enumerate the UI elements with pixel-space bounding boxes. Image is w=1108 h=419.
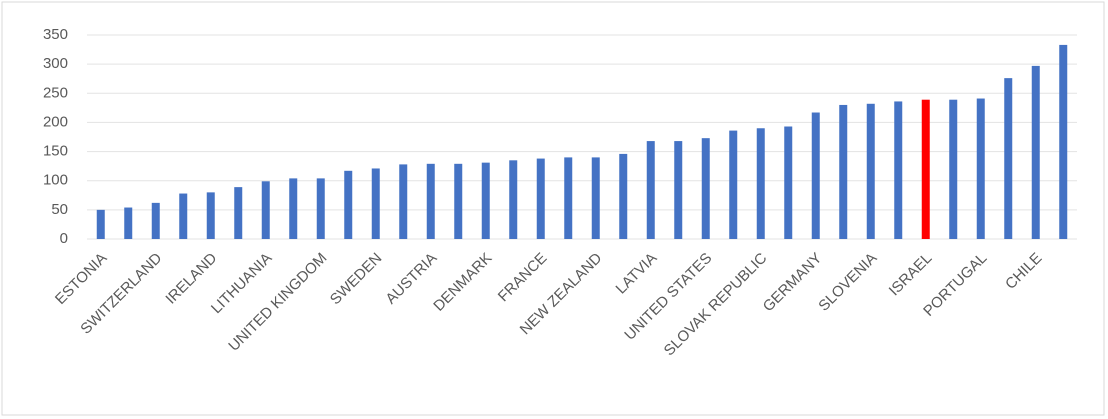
- bar: [784, 126, 793, 239]
- bar: [701, 138, 710, 239]
- bar: [811, 112, 820, 239]
- y-tick-label: 350: [43, 26, 68, 43]
- bar: [481, 162, 490, 239]
- bar: [399, 164, 408, 239]
- y-tick-label: 150: [43, 143, 68, 160]
- bar: [344, 170, 353, 239]
- y-tick-label: 50: [51, 201, 68, 218]
- bar: [234, 187, 243, 239]
- bar: [371, 168, 380, 239]
- bar: [619, 153, 628, 239]
- bar: [124, 207, 133, 239]
- bar: [866, 103, 875, 239]
- bar: [1004, 78, 1013, 239]
- bar: [509, 160, 518, 239]
- bar: [674, 141, 683, 239]
- bar: [564, 157, 573, 239]
- bar: [591, 157, 600, 239]
- y-tick-label: 250: [43, 84, 68, 101]
- bar: [426, 163, 435, 239]
- bar: [729, 130, 738, 239]
- bar: [289, 178, 298, 239]
- bar: [151, 202, 160, 239]
- bar: [454, 163, 463, 239]
- bar: [756, 128, 765, 239]
- bar: [839, 104, 848, 239]
- bar: [179, 193, 188, 239]
- bar: [1031, 65, 1040, 240]
- bar: [894, 101, 903, 240]
- bar: [536, 158, 545, 239]
- y-tick-label: 200: [43, 113, 68, 130]
- bar: [261, 181, 270, 239]
- y-tick-label: 300: [43, 55, 68, 72]
- bar: [206, 192, 215, 239]
- bar: [1059, 44, 1068, 240]
- bar: [976, 98, 985, 239]
- bar: [96, 209, 105, 239]
- y-tick-label: 0: [60, 230, 68, 247]
- bar: [316, 178, 325, 239]
- bar: [921, 99, 930, 239]
- bar: [949, 99, 958, 239]
- bar: [646, 141, 655, 239]
- y-tick-label: 100: [43, 172, 68, 189]
